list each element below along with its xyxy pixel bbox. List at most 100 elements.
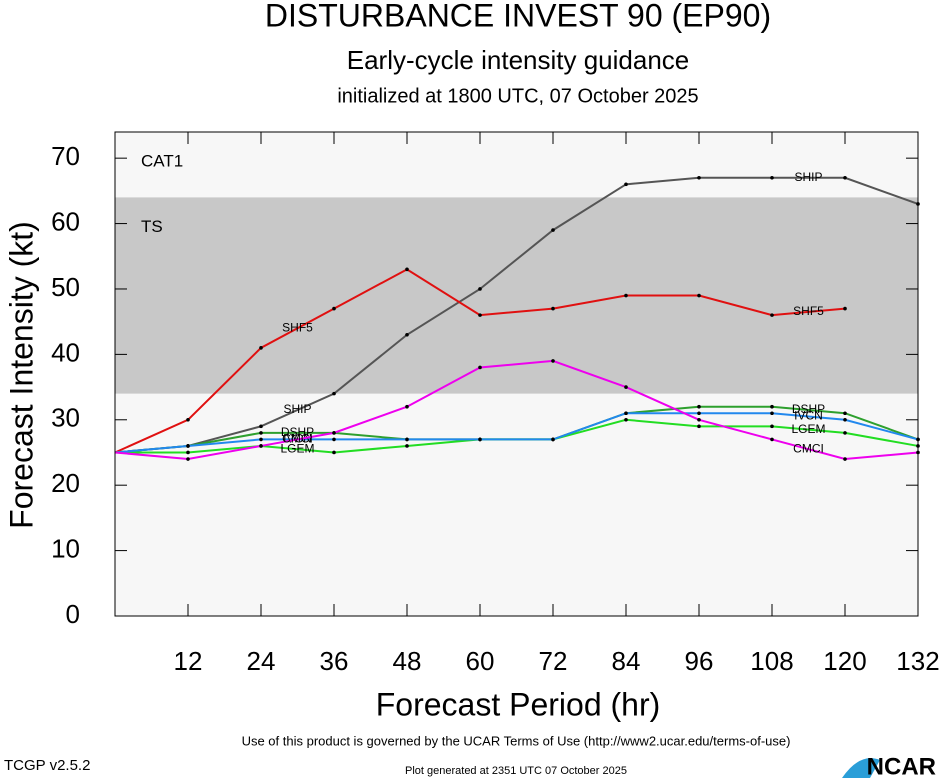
point — [405, 404, 409, 409]
chart-subtitle: Early-cycle intensity guidance — [347, 45, 690, 75]
series-label: CMCI — [282, 432, 313, 446]
lines: SHIPSHIPSHF5SHF5DSHPDSHPLGEMLGEMIVCNIVCN… — [114, 170, 920, 461]
point — [843, 431, 847, 435]
y-tick-label: 70 — [51, 141, 80, 171]
x-tick-label: 84 — [612, 646, 641, 676]
point — [332, 437, 336, 442]
axes: 0 10 20 30 40 50 60 70 12 24 36 48 60 72 84 96 108 120 132 — [51, 132, 940, 676]
y-tick-label: 20 — [51, 468, 80, 498]
generated: Plot generated at 2351 UTC 07 October 20… — [405, 765, 627, 777]
point — [624, 182, 628, 187]
x-tick-label: 120 — [823, 646, 866, 676]
series-label: LGEM — [280, 441, 314, 455]
point — [332, 431, 336, 435]
point — [770, 424, 774, 429]
series-label: SHF5 — [282, 320, 313, 334]
x-tick-label: 36 — [320, 646, 349, 676]
point — [186, 417, 190, 422]
point — [843, 306, 847, 311]
x-tick-label: 12 — [174, 646, 203, 676]
point — [551, 359, 555, 363]
series-label: SHF5 — [793, 304, 824, 318]
series-label: SHIP — [794, 170, 822, 184]
point — [697, 404, 701, 409]
x-tick-label: 48 — [393, 646, 422, 676]
y-tick-label: 30 — [51, 403, 80, 433]
series-line — [114, 359, 919, 461]
point — [770, 437, 774, 442]
series-label: IVCN — [794, 409, 823, 423]
point — [259, 437, 263, 442]
band-label: TS — [141, 217, 163, 236]
point — [551, 306, 555, 311]
point — [259, 431, 263, 435]
point — [259, 424, 263, 429]
y-tick-label: 60 — [51, 206, 80, 236]
point — [843, 411, 847, 416]
point — [624, 293, 628, 298]
point — [551, 437, 555, 442]
x-tick-label: 96 — [685, 646, 714, 676]
point — [551, 228, 555, 232]
point — [697, 417, 701, 422]
point — [259, 346, 263, 350]
band — [115, 132, 918, 198]
x-tick-label: 60 — [466, 646, 495, 676]
point — [478, 313, 482, 317]
point — [186, 450, 190, 455]
point — [770, 313, 774, 317]
point — [405, 332, 409, 337]
y-tick-label: 50 — [51, 272, 80, 302]
point — [697, 175, 701, 180]
point — [770, 404, 774, 409]
point — [697, 411, 701, 416]
y-tick-label: 0 — [66, 599, 80, 629]
point — [770, 175, 774, 180]
x-axis-label: Forecast Period (hr) — [376, 686, 661, 722]
footer: Use of this product is governed by the U… — [242, 733, 791, 748]
x-tick-label: 24 — [247, 646, 276, 676]
point — [624, 385, 628, 389]
point — [770, 411, 774, 416]
point — [405, 267, 409, 272]
x-tick-label: 108 — [750, 646, 793, 676]
version: TCGP v2.5.2 — [4, 757, 90, 774]
point — [624, 417, 628, 422]
series-label: SHIP — [283, 402, 311, 416]
series-line — [114, 412, 919, 454]
y-tick-label: 40 — [51, 337, 80, 367]
logo: NCAR — [867, 753, 936, 780]
point — [478, 365, 482, 370]
point — [843, 175, 847, 180]
series-label: CMCI — [793, 441, 824, 455]
point — [843, 417, 847, 422]
series-label: DSHP — [792, 402, 825, 416]
logo-mark — [842, 758, 880, 778]
point — [624, 411, 628, 416]
point — [697, 424, 701, 429]
band-label: CAT1 — [141, 151, 183, 170]
point — [405, 437, 409, 442]
x-tick-label: 72 — [539, 646, 568, 676]
point — [332, 450, 336, 455]
series-label: LGEM — [791, 422, 825, 436]
point — [332, 306, 336, 311]
point — [478, 437, 482, 442]
point — [332, 391, 336, 396]
x-tick-label: 132 — [896, 646, 939, 676]
series-line — [114, 176, 919, 454]
point — [843, 457, 847, 461]
point — [697, 293, 701, 298]
init-time: initialized at 1800 UTC, 07 October 2025 — [337, 85, 698, 107]
y-axis-label: Forecast Intensity (kt) — [3, 221, 39, 529]
point — [259, 444, 263, 448]
plot-frame — [114, 131, 919, 617]
point — [186, 457, 190, 461]
point — [186, 444, 190, 448]
point — [405, 444, 409, 448]
chart-title: DISTURBANCE INVEST 90 (EP90) — [265, 0, 771, 33]
series-label: DSHP — [281, 425, 314, 439]
y-tick-label: 10 — [51, 533, 80, 563]
point — [478, 287, 482, 291]
